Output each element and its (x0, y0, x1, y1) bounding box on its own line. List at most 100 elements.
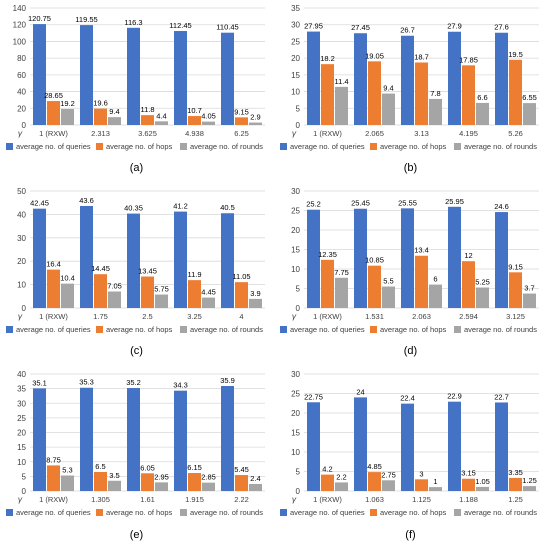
bar-hops (321, 474, 334, 491)
bar-group: 25.45 10.85 5.5 (351, 199, 395, 308)
bar-queries (307, 31, 320, 126)
y-tick-label: 0 (22, 121, 27, 130)
data-label-rounds: 3.9 (250, 289, 260, 298)
y-tick-label: 40 (17, 88, 26, 97)
bar-queries (80, 387, 93, 491)
panel-caption: (d) (404, 345, 417, 357)
y-tick-label: 20 (291, 54, 300, 63)
bar-hops (47, 465, 60, 491)
data-label-queries: 35.3 (79, 378, 94, 387)
bar-rounds (202, 121, 215, 125)
bar-rounds (476, 287, 489, 308)
legend-swatch-rounds (180, 509, 187, 516)
bar-queries (354, 33, 367, 125)
bar-rounds (155, 121, 168, 125)
bar-hops (235, 117, 248, 125)
y-tick-label: 15 (291, 429, 300, 438)
data-label-hops: 13.4 (414, 246, 429, 255)
x-tick-label: 1.063 (365, 495, 384, 504)
bar-queries (401, 403, 414, 491)
y-tick-label: 15 (291, 246, 300, 255)
y-tick-label: 30 (17, 399, 26, 408)
bar-hops (235, 475, 248, 491)
legend-label-hops: average no. of hops (106, 508, 173, 517)
bar-hops (47, 269, 60, 308)
y-tick-label: 100 (13, 37, 27, 46)
data-label-rounds: 6.6 (477, 93, 487, 102)
bar-group: 110.45 9.152.9 (216, 23, 262, 125)
legend-label-queries: average no. of queries (290, 325, 365, 334)
bar-rounds (476, 102, 489, 125)
data-label-hops: 4.85 (367, 462, 382, 471)
x-tick-label: 3.25 (187, 312, 202, 321)
data-label-rounds: 1.25 (522, 476, 537, 485)
bar-group: 27.95 18.2 11.4 (304, 22, 349, 126)
bar-hops (188, 473, 201, 491)
bar-rounds (155, 294, 168, 308)
x-tick-label: 2.594 (459, 312, 478, 321)
bar-queries (221, 32, 234, 125)
x-tick-label: 2.313 (91, 129, 110, 138)
x-tick-label: 1 (RXW) (313, 129, 342, 138)
bar-group: 43.6 14.45 7.05 (79, 196, 122, 308)
data-label-rounds: 6 (433, 275, 437, 284)
bar-group: 22.75 4.2 2.2 (304, 392, 348, 491)
bar-hops (415, 62, 428, 125)
y-tick-label: 80 (17, 54, 26, 63)
data-label-rounds: 7.75 (334, 268, 349, 277)
y-tick-label: 30 (17, 234, 26, 243)
panel-caption: (c) (130, 345, 143, 357)
bar-group: 22.9 3.151.05 (447, 392, 490, 491)
data-label-rounds: 2.4 (250, 474, 260, 483)
legend: average no. of queries average no. of hop… (6, 508, 263, 517)
y-tick-label: 30 (291, 187, 300, 196)
legend-swatch-rounds (180, 326, 187, 333)
data-label-rounds: 9.4 (383, 84, 393, 93)
bar-hops (368, 265, 381, 308)
data-label-rounds: 2.75 (381, 470, 396, 479)
data-label-hops: 19.6 (93, 99, 108, 108)
legend-label-queries: average no. of queries (290, 508, 365, 517)
data-label-rounds: 19.2 (60, 99, 75, 108)
x-axis-symbol: γ (18, 128, 23, 138)
y-tick-label: 0 (296, 121, 301, 130)
legend-swatch-queries (280, 143, 287, 150)
data-label-rounds: 5.75 (154, 285, 169, 294)
y-tick-label: 25 (291, 390, 300, 399)
data-label-hops: 6.15 (187, 463, 202, 472)
bar-hops (47, 101, 60, 125)
data-label-hops: 18.2 (320, 54, 335, 63)
bar-queries (33, 208, 46, 308)
bar-rounds (202, 297, 215, 308)
data-label-queries: 22.4 (400, 394, 415, 403)
data-label-hops: 11.8 (140, 105, 154, 114)
bar-queries (33, 388, 46, 491)
data-label-rounds: 3.7 (524, 284, 534, 293)
legend-label-rounds: average no. of rounds (464, 325, 537, 334)
data-label-hops: 16.4 (46, 260, 61, 269)
bar-hops (141, 115, 154, 125)
chart-panel-c: 0 10 20 30 40 50 42.45 16.4 10.4 1 (RXW) 43.6 14.45… (6, 187, 265, 357)
bar-queries (80, 25, 93, 126)
bar-rounds (155, 482, 168, 491)
bar-group: 22.4 3 1 (400, 394, 442, 491)
data-label-queries: 35.2 (126, 378, 141, 387)
data-label-hops: 11.05 (232, 272, 250, 281)
x-tick-label: 3.625 (138, 129, 157, 138)
data-label-queries: 110.45 (216, 23, 238, 32)
data-label-queries: 27.9 (447, 22, 462, 31)
bar-rounds (382, 480, 395, 491)
legend: average no. of queries average no. of hop… (280, 325, 537, 334)
data-label-hops: 28.65 (44, 91, 63, 100)
bar-rounds (249, 298, 262, 308)
data-label-hops: 9.15 (234, 107, 249, 116)
x-axis-symbol: γ (18, 494, 23, 504)
bar-group: 35.2 6.052.95 (126, 378, 169, 491)
bar-queries (448, 206, 461, 308)
data-label-rounds: 10.4 (60, 274, 75, 283)
bar-queries (127, 388, 140, 491)
y-tick-label: 25 (291, 37, 300, 46)
bar-rounds (429, 284, 442, 308)
x-tick-label: 1.188 (459, 495, 478, 504)
